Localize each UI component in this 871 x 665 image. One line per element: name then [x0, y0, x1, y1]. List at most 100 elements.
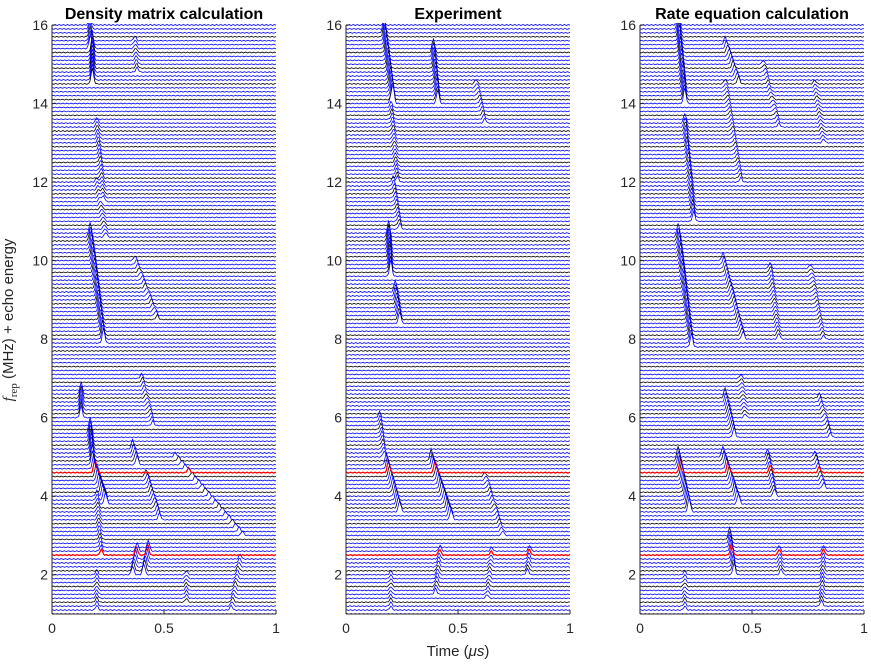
trace-line	[346, 61, 570, 81]
trace-line	[640, 534, 864, 537]
trace-line	[640, 238, 864, 254]
trace-line	[346, 503, 570, 517]
trace-line	[640, 247, 864, 262]
trace-line	[52, 381, 276, 388]
trace-line	[640, 223, 864, 238]
trace-line	[52, 224, 276, 231]
trace-line	[52, 33, 276, 46]
trace-line	[640, 144, 864, 156]
trace-line	[346, 240, 570, 258]
trace-line	[640, 209, 864, 223]
trace-line	[346, 24, 570, 26]
trace-line	[640, 191, 864, 203]
trace-line	[346, 597, 570, 604]
trace-line	[346, 342, 570, 344]
trace-line	[640, 224, 864, 227]
trace-line	[346, 471, 570, 486]
trace-line	[640, 102, 864, 109]
trace-line	[640, 56, 864, 74]
trace-line	[640, 497, 864, 513]
trace-line	[346, 361, 570, 364]
x-tick-label: 0.5	[154, 620, 174, 636]
trace-line	[640, 599, 864, 608]
trace-line	[640, 353, 864, 356]
trace-line	[346, 218, 570, 227]
trace-line	[52, 155, 276, 164]
trace-line	[52, 443, 276, 462]
trace-line	[346, 167, 570, 176]
trace-line	[346, 518, 570, 525]
trace-line	[640, 23, 864, 38]
trace-line	[52, 299, 276, 317]
trace-line	[640, 23, 864, 26]
trace-line	[52, 585, 276, 592]
trace-line	[346, 587, 570, 596]
trace-line	[52, 241, 276, 258]
trace-line	[346, 601, 570, 608]
axes-layer: 2 4 6 8 10 12 14 16 0 0.5 1	[620, 17, 868, 636]
trace-line	[346, 50, 570, 70]
trace-line	[52, 483, 276, 498]
trace-line	[640, 591, 864, 600]
trace-line	[346, 283, 570, 286]
y-tick-label: 16	[32, 17, 48, 33]
trace-line	[640, 422, 864, 435]
trace-line	[52, 428, 276, 431]
trace-line	[640, 151, 864, 164]
trace-line	[346, 482, 570, 498]
trace-line	[346, 37, 570, 58]
trace-line	[52, 204, 276, 211]
trace-line	[52, 529, 276, 537]
trace-line	[52, 419, 276, 427]
trace-line	[52, 167, 276, 176]
trace-line	[52, 106, 276, 109]
trace-line	[640, 588, 864, 596]
trace-line	[640, 121, 864, 132]
trace-line	[640, 187, 864, 199]
trace-line	[52, 365, 276, 368]
trace-line	[346, 584, 570, 592]
trace-line	[52, 285, 276, 301]
trace-line	[346, 57, 570, 77]
trace-line	[346, 70, 570, 89]
trace-line	[640, 87, 864, 105]
trace-line	[640, 43, 864, 62]
trace-line	[346, 214, 570, 223]
trace-line	[52, 98, 276, 101]
trace-line	[346, 560, 570, 568]
trace-line	[640, 553, 864, 568]
trace-line	[346, 415, 570, 423]
trace-line	[640, 594, 864, 604]
trace-line	[52, 125, 276, 132]
trace-line	[346, 555, 570, 564]
trace-line	[52, 470, 276, 486]
trace-line	[346, 120, 570, 129]
trace-line	[52, 160, 276, 168]
trace-line	[52, 195, 276, 203]
trace-line	[346, 397, 570, 399]
trace-line	[346, 259, 570, 278]
highlighted-trace	[640, 456, 864, 474]
trace-line	[640, 139, 864, 152]
trace-line	[640, 276, 864, 293]
trace-line	[52, 425, 276, 443]
trace-line	[346, 152, 570, 160]
y-tick-label: 14	[620, 96, 636, 112]
trace-line	[52, 289, 276, 305]
trace-line	[640, 228, 864, 231]
highlighted-trace	[52, 542, 276, 557]
trace-line	[346, 198, 570, 207]
trace-line	[640, 249, 864, 266]
trace-line	[52, 353, 276, 356]
trace-line	[52, 400, 276, 415]
trace-line	[52, 385, 276, 399]
trace-line	[346, 55, 570, 74]
trace-line	[640, 386, 864, 392]
trace-line	[52, 539, 276, 553]
highlighted-trace	[346, 458, 570, 474]
trace-line	[640, 135, 864, 148]
trace-line	[346, 326, 570, 329]
trace-line	[346, 446, 570, 454]
trace-line	[52, 604, 276, 611]
trace-line	[52, 136, 276, 144]
